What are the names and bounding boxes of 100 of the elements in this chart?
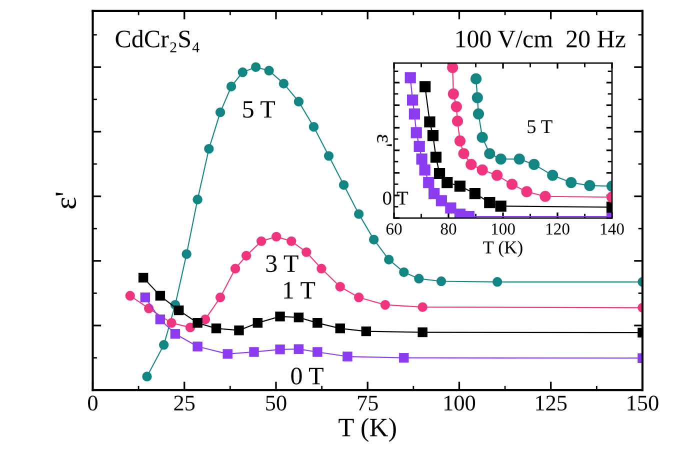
point [584,180,596,192]
point [294,96,304,107]
point [215,107,226,118]
x-tick-label: 140 [600,223,624,235]
point [335,282,345,292]
point [142,372,152,382]
x-tick-label: 150 [628,396,658,411]
series-label: 3 T [266,255,298,272]
point [547,170,558,181]
point [450,101,462,112]
x-tick-label: 100 [444,396,476,411]
point [436,195,447,206]
point [312,318,322,328]
point [540,190,551,202]
series-label: 0 T [291,368,324,385]
point [238,67,248,78]
point [278,78,289,88]
point [458,148,470,160]
point [484,196,496,208]
series-label: 5 T [528,120,552,134]
point [414,140,425,152]
point [361,326,372,336]
x-tick-label: 50 [266,396,286,411]
point [399,267,409,278]
point [492,277,502,287]
point [445,202,456,214]
point [368,234,379,244]
point [342,352,352,362]
point [250,62,261,72]
point [427,130,439,142]
point [138,272,148,283]
point [316,264,326,274]
point [249,347,259,357]
point [484,148,496,160]
point [470,73,482,84]
point [414,274,424,284]
point [275,312,285,322]
point [452,116,464,127]
y-axis-title: ε' [377,134,392,146]
point [454,180,466,192]
point [264,66,274,76]
x-tick-label: 80 [440,223,456,235]
point [158,340,169,350]
x-tick-label: 120 [546,223,570,235]
series-label: 0 T [383,192,408,205]
point [430,152,442,163]
series-label: 1 T [284,282,316,298]
point [399,352,409,363]
point [469,188,480,200]
point [418,302,428,312]
text: CdCr₂S₄ [116,30,200,52]
point [476,164,488,176]
point [406,94,418,106]
point [215,292,226,302]
point [506,178,518,190]
x-tick-label: 25 [174,396,195,411]
x-tick-label: 100 [492,223,515,235]
point [252,318,263,328]
point [294,344,304,354]
point [404,72,416,84]
point [125,290,135,301]
point [472,108,484,120]
point [140,292,150,302]
point [271,232,282,242]
point [211,324,222,334]
point [448,88,459,100]
point [419,164,430,176]
point [466,158,477,170]
point [354,292,364,302]
point [192,318,202,328]
point [354,209,364,219]
x-tick-label: 0 [88,396,98,411]
point [174,305,184,316]
point [434,168,446,180]
point [447,63,458,74]
point [192,342,202,352]
point [424,116,436,128]
x-tick-label: 125 [536,396,567,411]
point [192,194,202,204]
point [495,200,506,212]
point [275,344,285,354]
point [226,82,236,92]
point [454,135,466,147]
y-axis-title: ε' [56,192,76,208]
point [256,236,266,246]
point [308,122,319,132]
point [410,127,422,138]
point [495,153,506,165]
point [416,153,428,165]
point [204,144,214,154]
point [234,325,244,336]
point [514,153,525,165]
text: 100 V/cm 20 Hz [456,30,626,48]
point [420,81,431,92]
point [442,176,453,188]
point [230,264,240,274]
point [302,247,312,258]
point [222,349,232,359]
point [476,132,488,143]
point [335,324,345,334]
